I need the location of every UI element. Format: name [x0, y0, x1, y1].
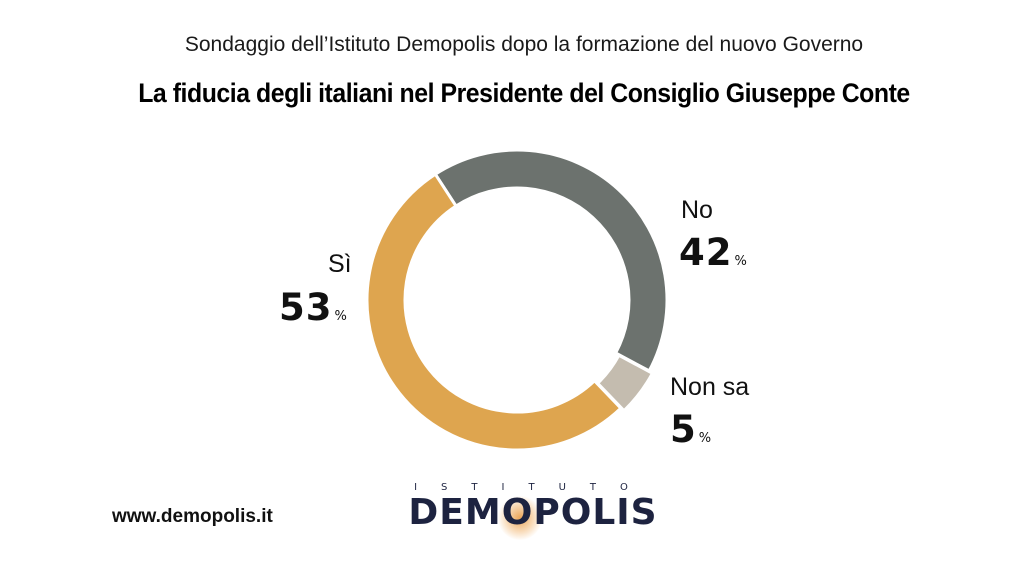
logo-top-text: ISTITUTO — [414, 482, 652, 493]
slice-value-no: 42% — [679, 231, 747, 274]
slice-label-no: No — [681, 196, 713, 224]
slice-label-si: Sì — [328, 250, 352, 278]
website-link[interactable]: www.demopolis.it — [112, 506, 273, 527]
chart-title: La fiducia degli italiani nel Presidente… — [138, 78, 910, 108]
slice-value-non-sa: 5% — [670, 408, 712, 451]
demopolis-logo: ISTITUTO DEMOPOLIS — [388, 482, 678, 540]
slice-value-si: 53% — [279, 286, 347, 329]
donut-slice-no — [433, 148, 669, 373]
donut-slice-s- — [365, 172, 623, 452]
logo-main-text: DEMOPOLIS — [408, 492, 658, 533]
logo-glow — [498, 496, 542, 540]
slice-label-non-sa: Non sa — [670, 373, 750, 401]
chart-subtitle: Sondaggio dell’Istituto Demopolis dopo l… — [184, 33, 864, 56]
donut-slices — [365, 148, 669, 452]
